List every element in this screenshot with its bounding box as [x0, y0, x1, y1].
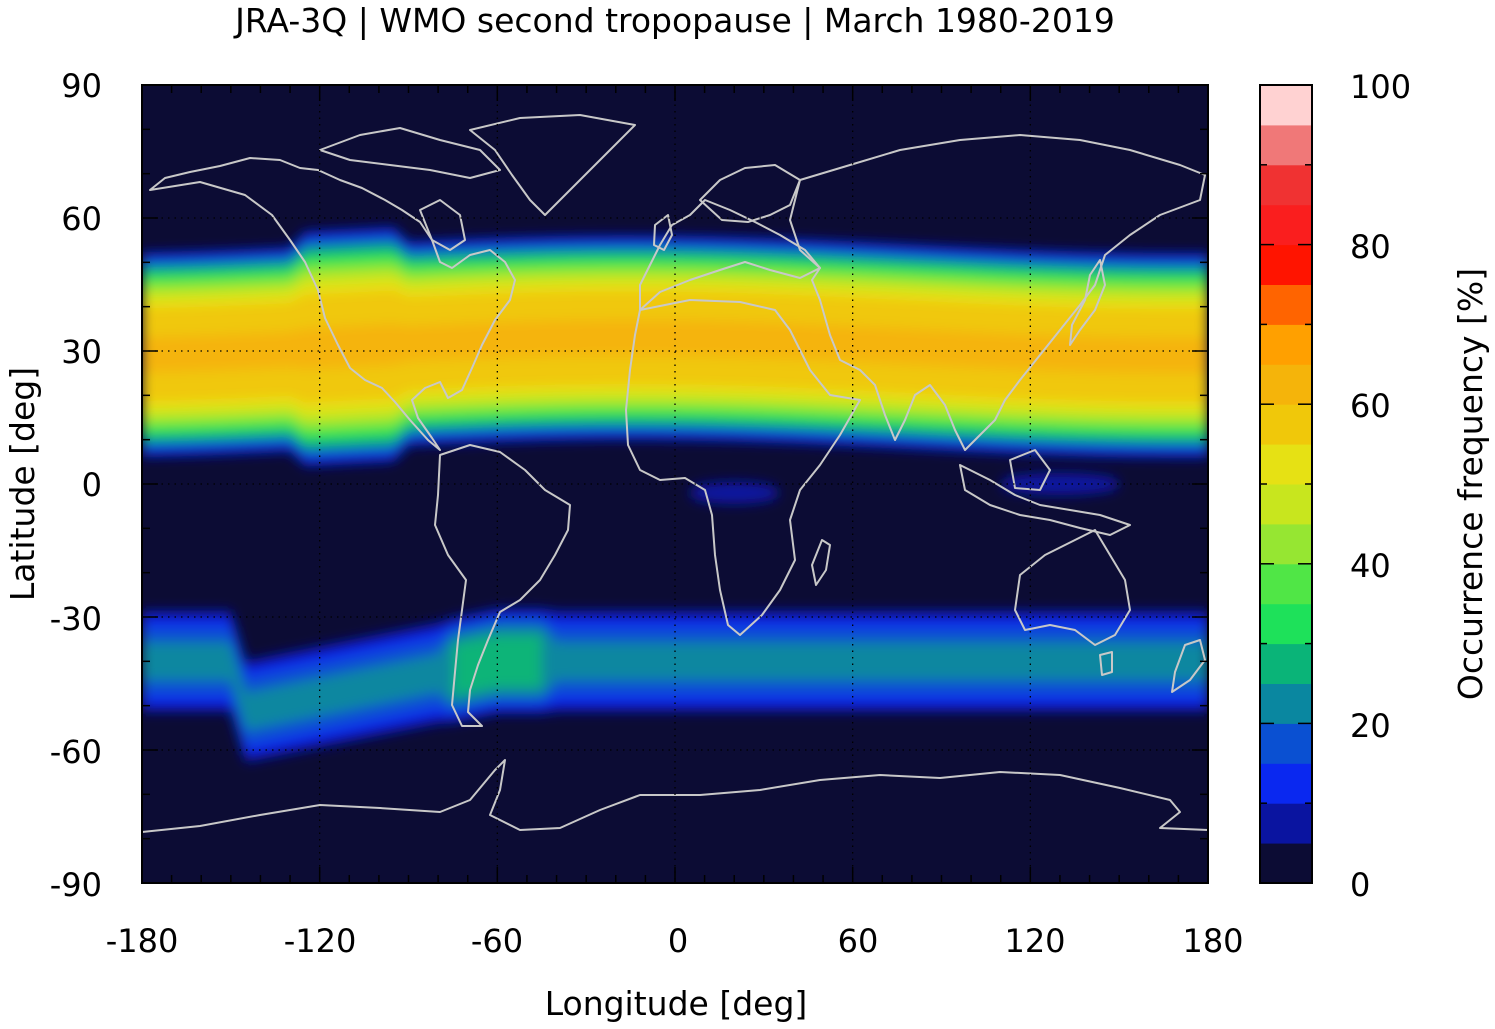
coastline-madagascar: [811, 539, 831, 586]
colorbar-level: [1260, 484, 1312, 525]
colorbar-level: [1260, 603, 1312, 645]
coastline-greenland: [469, 114, 636, 216]
chart-title: JRA-3Q | WMO second tropopause | March 1…: [233, 1, 1115, 40]
coastline-asia: [789, 134, 1206, 451]
colorbar-tick-labels: 0 20 40 60 80 100: [1350, 68, 1411, 904]
colorbar-label: Occurrence frequency [%]: [1451, 268, 1490, 700]
frequency-contour: [142, 626, 1208, 731]
coastline-europe: [639, 199, 821, 311]
colorbar-level: [1260, 284, 1312, 325]
x-tick-label: 120: [1004, 922, 1065, 960]
colorbar-level: [1260, 683, 1312, 724]
colorbar-level: [1260, 124, 1312, 166]
gridlines: [142, 85, 1208, 883]
frequency-contour: [452, 635, 542, 697]
colorbar-tick-label: 60: [1350, 387, 1391, 425]
y-axis-label: Latitude [deg]: [3, 367, 42, 601]
frequency-contour: [142, 319, 1208, 374]
colorbar-level: [1260, 643, 1312, 684]
y-tick-label: -90: [50, 866, 102, 904]
colorbar-tick-label: 80: [1350, 228, 1391, 266]
coastline-north-america: [149, 157, 516, 451]
x-tick-label: 60: [838, 922, 879, 960]
coastline-arctic-islands: [319, 127, 501, 179]
y-tick-label: 90: [61, 67, 102, 105]
x-axis-label: Longitude [deg]: [545, 984, 808, 1023]
coastline-new-zealand: [1171, 639, 1206, 693]
y-tick-label: 0: [82, 466, 102, 504]
colorbar-level: [1260, 843, 1312, 884]
colorbar-level: [1260, 404, 1312, 445]
colorbar: 0 20 40 60 80 100 Occurrence frequency […: [1259, 68, 1490, 904]
coastline-maritime-asia: [959, 464, 1131, 536]
coastline-tasmania: [1099, 651, 1113, 676]
coastline-japan: [1069, 259, 1106, 346]
x-tick-label: 0: [668, 922, 688, 960]
y-tick-labels: 90 60 30 0 -30 -60 -90: [50, 67, 102, 904]
colorbar-level: [1260, 164, 1312, 206]
coastline-hudson: [419, 199, 466, 251]
colorbar-tick-label: 20: [1350, 707, 1391, 745]
colorbar-level: [1260, 364, 1312, 405]
y-tick-label: 30: [61, 333, 102, 371]
x-tick-labels: -180 -120 -60 0 60 120 180: [106, 922, 1244, 960]
map-plot-area: [141, 84, 1209, 884]
x-tick-label: 180: [1182, 922, 1243, 960]
colorbar-tick-label: 40: [1350, 547, 1391, 585]
y-tick-label: -60: [50, 733, 102, 771]
coastline-scandinavia: [699, 164, 801, 223]
coastline-antarctica: [142, 759, 1208, 833]
colorbar-level: [1260, 523, 1312, 565]
colorbar-tick-label: 100: [1350, 68, 1411, 106]
y-tick-label: -30: [50, 600, 102, 638]
coastline-britain: [653, 214, 673, 251]
colorbar-level: [1260, 244, 1312, 285]
x-tick-label: -120: [284, 922, 357, 960]
colorbar-ticks: [1260, 84, 1312, 884]
plot-ticks: [141, 84, 1209, 884]
colorbar-level: [1260, 563, 1312, 605]
colorbar-levels: [1260, 85, 1312, 884]
coastlines: [142, 114, 1208, 833]
colorbar-tick-label: 0: [1350, 866, 1370, 904]
coastline-south-america: [434, 444, 571, 727]
coastline-africa: [625, 299, 861, 636]
coastline-australia: [1014, 529, 1131, 646]
colorbar-level: [1260, 324, 1312, 365]
frequency-contour: [691, 481, 778, 504]
x-tick-label: -60: [471, 922, 523, 960]
x-tick-label: -180: [106, 922, 179, 960]
colorbar-level: [1260, 803, 1312, 844]
colorbar-level: [1260, 204, 1312, 246]
colorbar-level: [1260, 444, 1312, 485]
y-tick-label: 60: [61, 200, 102, 238]
colorbar-level: [1260, 763, 1312, 804]
colorbar-level: [1260, 723, 1312, 764]
colorbar-level: [1260, 85, 1312, 126]
coastline-borneo: [1009, 449, 1051, 491]
